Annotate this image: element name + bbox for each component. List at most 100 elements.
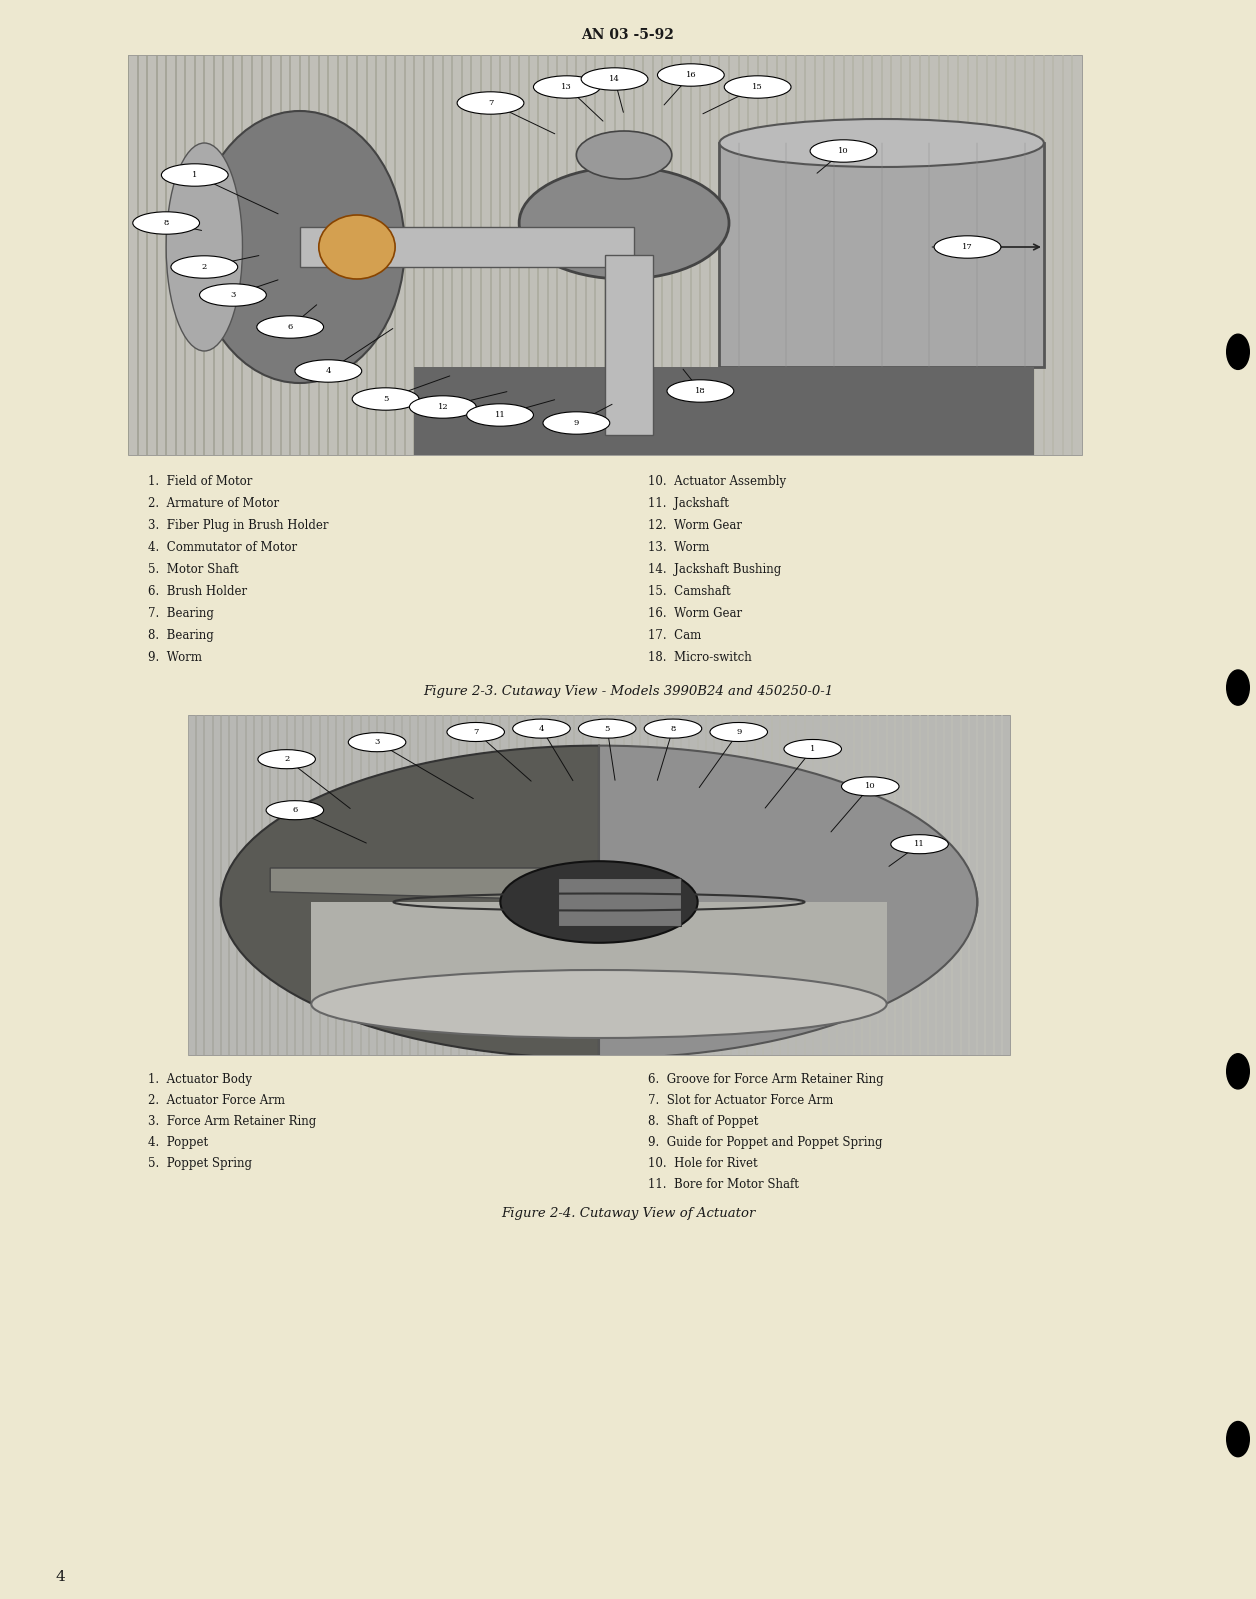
Ellipse shape: [582, 67, 648, 90]
Text: 18.  Micro-switch: 18. Micro-switch: [648, 651, 752, 664]
Text: 3.  Fiber Plug in Brush Holder: 3. Fiber Plug in Brush Holder: [148, 520, 329, 532]
Text: 5: 5: [383, 395, 388, 403]
Ellipse shape: [195, 110, 404, 384]
Text: Figure 2-4. Cutaway View of Actuator: Figure 2-4. Cutaway View of Actuator: [501, 1207, 755, 1220]
Ellipse shape: [519, 166, 728, 278]
Bar: [558, 878, 681, 926]
Bar: [605, 254, 653, 435]
Text: 5.  Motor Shaft: 5. Motor Shaft: [148, 563, 239, 576]
Ellipse shape: [200, 283, 266, 305]
Ellipse shape: [842, 777, 899, 796]
Text: 11: 11: [495, 411, 505, 419]
Text: 3.  Force Arm Retainer Ring: 3. Force Arm Retainer Ring: [148, 1115, 317, 1127]
Ellipse shape: [295, 360, 362, 382]
Text: 5.  Poppet Spring: 5. Poppet Spring: [148, 1158, 252, 1170]
Ellipse shape: [543, 413, 609, 435]
Text: 10.  Actuator Assembly: 10. Actuator Assembly: [648, 475, 786, 488]
Wedge shape: [599, 745, 977, 1059]
Ellipse shape: [891, 835, 948, 854]
Ellipse shape: [221, 766, 977, 1038]
Text: 2: 2: [202, 262, 207, 270]
Text: 5: 5: [604, 724, 610, 732]
Wedge shape: [221, 745, 599, 1059]
Ellipse shape: [352, 389, 420, 411]
Ellipse shape: [512, 720, 570, 739]
Text: 12: 12: [437, 403, 448, 411]
Text: 6: 6: [288, 323, 293, 331]
Text: 16: 16: [686, 70, 696, 78]
Text: 1: 1: [192, 171, 197, 179]
Ellipse shape: [667, 381, 734, 403]
Ellipse shape: [534, 75, 600, 98]
Ellipse shape: [166, 142, 242, 352]
Text: 14: 14: [609, 75, 620, 83]
Ellipse shape: [467, 405, 534, 427]
Bar: [300, 227, 633, 267]
Ellipse shape: [1227, 670, 1250, 705]
Text: 12.  Worm Gear: 12. Worm Gear: [648, 520, 742, 532]
Text: 17.  Cam: 17. Cam: [648, 628, 701, 643]
Ellipse shape: [161, 163, 229, 185]
Text: 13.  Worm: 13. Worm: [648, 540, 710, 553]
Bar: [720, 142, 1044, 368]
Ellipse shape: [644, 720, 702, 739]
Text: 9: 9: [736, 728, 741, 736]
Text: 4.  Poppet: 4. Poppet: [148, 1135, 208, 1150]
Text: 13: 13: [561, 83, 573, 91]
Text: 6.  Brush Holder: 6. Brush Holder: [148, 585, 247, 598]
Text: AN 03 -5-92: AN 03 -5-92: [582, 29, 674, 42]
Text: 8: 8: [163, 219, 168, 227]
Text: 4: 4: [55, 1570, 65, 1585]
Bar: [311, 902, 887, 1004]
Text: 1.  Field of Motor: 1. Field of Motor: [148, 475, 252, 488]
Ellipse shape: [720, 118, 1044, 166]
Ellipse shape: [725, 75, 791, 98]
Ellipse shape: [710, 723, 767, 742]
Text: 16.  Worm Gear: 16. Worm Gear: [648, 608, 742, 620]
Text: 7.  Bearing: 7. Bearing: [148, 608, 214, 620]
Text: 10: 10: [838, 147, 849, 155]
Ellipse shape: [577, 131, 672, 179]
Text: 8.  Shaft of Poppet: 8. Shaft of Poppet: [648, 1115, 759, 1127]
Text: 7.  Slot for Actuator Force Arm: 7. Slot for Actuator Force Arm: [648, 1094, 833, 1107]
Text: Figure 2-3. Cutaway View - Models 3990B24 and 450250-0-1: Figure 2-3. Cutaway View - Models 3990B2…: [423, 684, 833, 699]
Ellipse shape: [784, 739, 842, 758]
Ellipse shape: [171, 256, 237, 278]
Text: 18: 18: [695, 387, 706, 395]
Text: 14.  Jackshaft Bushing: 14. Jackshaft Bushing: [648, 563, 781, 576]
Ellipse shape: [1227, 1054, 1250, 1089]
Text: 11.  Bore for Motor Shaft: 11. Bore for Motor Shaft: [648, 1178, 799, 1191]
Text: 8: 8: [671, 724, 676, 732]
Text: 3: 3: [230, 291, 236, 299]
Polygon shape: [270, 868, 681, 902]
Ellipse shape: [133, 211, 200, 233]
Text: 1: 1: [810, 745, 815, 753]
Text: 9: 9: [574, 419, 579, 427]
Ellipse shape: [256, 315, 324, 339]
Bar: [128, 54, 1081, 456]
Text: 7: 7: [487, 99, 494, 107]
Circle shape: [500, 862, 697, 943]
Ellipse shape: [348, 732, 406, 752]
Text: 10: 10: [865, 782, 875, 790]
Ellipse shape: [457, 91, 524, 114]
Bar: [414, 368, 1034, 456]
Text: 6: 6: [293, 806, 298, 814]
Ellipse shape: [311, 971, 887, 1038]
Ellipse shape: [409, 397, 476, 419]
Ellipse shape: [266, 801, 324, 820]
Text: 8.  Bearing: 8. Bearing: [148, 628, 214, 643]
Text: 2.  Armature of Motor: 2. Armature of Motor: [148, 497, 279, 510]
Text: 15.  Camshaft: 15. Camshaft: [648, 585, 731, 598]
Ellipse shape: [1227, 1422, 1250, 1457]
Text: 17: 17: [962, 243, 973, 251]
Text: 4: 4: [539, 724, 544, 732]
Ellipse shape: [1227, 334, 1250, 369]
Text: 10.  Hole for Rivet: 10. Hole for Rivet: [648, 1158, 757, 1170]
Ellipse shape: [657, 64, 725, 86]
Text: 11.  Jackshaft: 11. Jackshaft: [648, 497, 728, 510]
Text: 2.  Actuator Force Arm: 2. Actuator Force Arm: [148, 1094, 285, 1107]
Ellipse shape: [257, 750, 315, 769]
Text: 11: 11: [914, 839, 924, 847]
Bar: [188, 715, 1010, 1055]
